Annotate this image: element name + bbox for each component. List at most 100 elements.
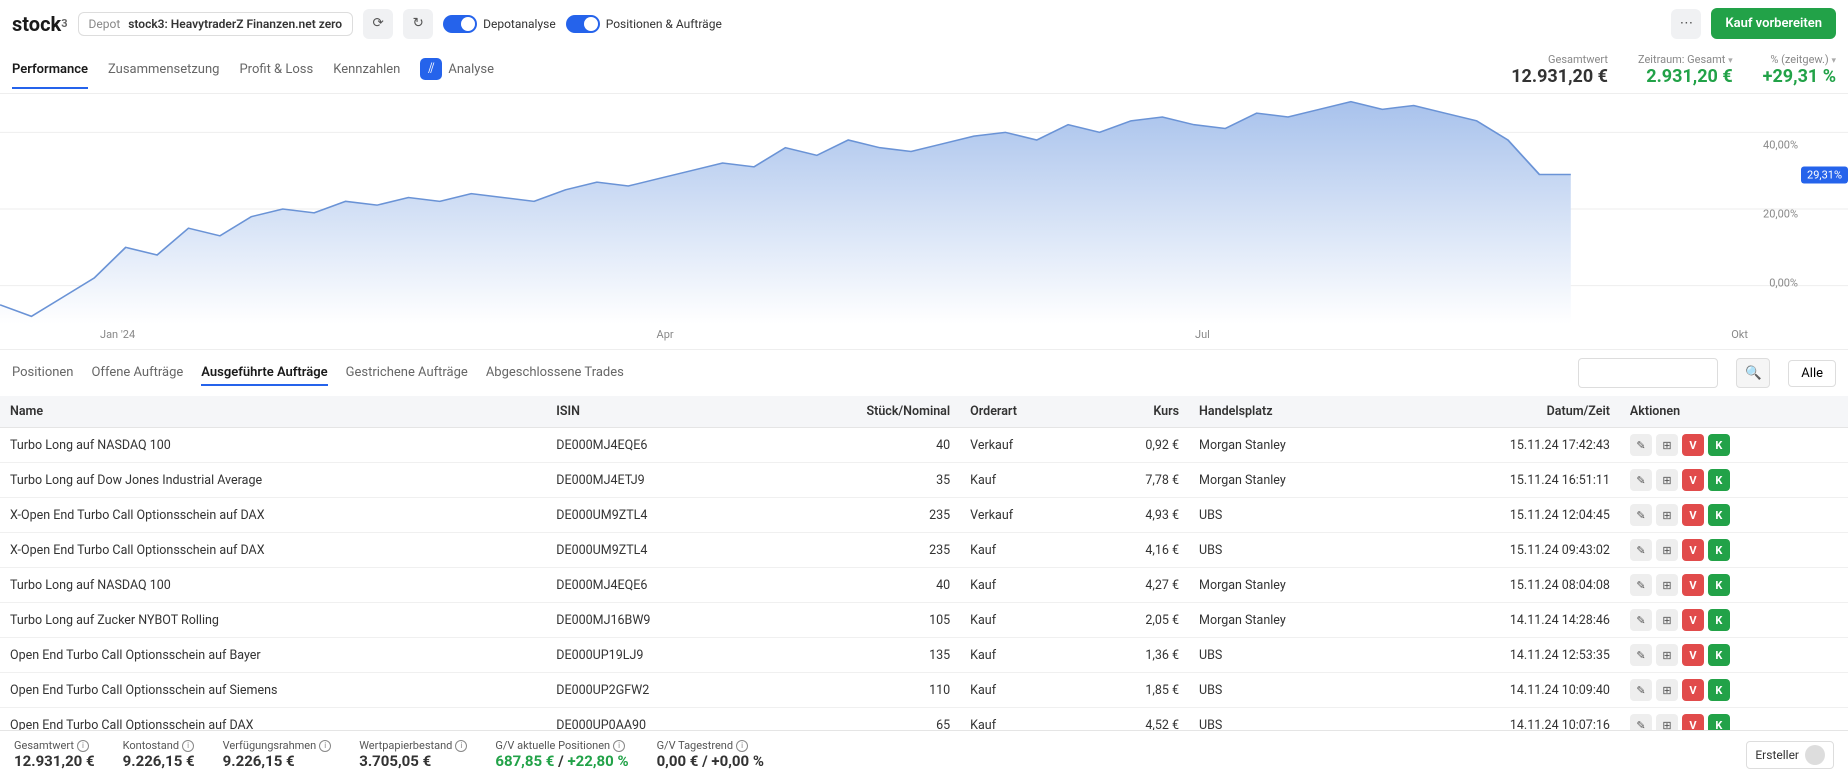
depot-selector[interactable]: Depot stock3: HeavytraderZ Finanzen.net … (78, 12, 354, 36)
subtab-positionen[interactable]: Positionen (12, 361, 73, 386)
cell-isin: DE000MJ4EQE6 (546, 568, 763, 603)
info-icon[interactable]: i (319, 740, 331, 752)
calc-button[interactable]: ⊞ (1656, 539, 1678, 561)
toggle-depotanalyse[interactable] (443, 15, 477, 33)
col-st-ck-nominal[interactable]: Stück/Nominal (763, 396, 960, 428)
footer-items: Gesamtwerti12.931,20 €Kontostandi9.226,1… (14, 739, 467, 770)
search-button[interactable]: 🔍 (1736, 358, 1770, 388)
table-row[interactable]: Open End Turbo Call Optionsschein auf DA… (0, 708, 1848, 731)
col-isin[interactable]: ISIN (546, 396, 763, 428)
edit-button[interactable]: ✎ (1630, 574, 1652, 596)
tab-analyse[interactable]: ⫽Analyse (420, 48, 494, 92)
logo[interactable]: stock3 (12, 12, 68, 36)
table-row[interactable]: Turbo Long auf Dow Jones Industrial Aver… (0, 463, 1848, 498)
col-datum-zeit[interactable]: Datum/Zeit (1392, 396, 1620, 428)
kauf-button[interactable]: K (1708, 434, 1730, 456)
performance-chart[interactable]: 40,00%20,00%0,00% 29,31% (0, 94, 1848, 324)
subtab-abgeschlossene-trades[interactable]: Abgeschlossene Trades (486, 361, 624, 386)
kauf-button[interactable]: K (1708, 504, 1730, 526)
alle-button[interactable]: Alle (1788, 360, 1836, 387)
toggle-positionen[interactable] (566, 15, 600, 33)
verkauf-button[interactable]: V (1682, 539, 1704, 561)
cell-qty: 40 (763, 428, 960, 463)
stat-gesamtwert-label: Gesamtwert (1511, 53, 1608, 66)
kauf-button[interactable]: K (1708, 609, 1730, 631)
table-row[interactable]: Turbo Long auf Zucker NYBOT RollingDE000… (0, 603, 1848, 638)
x-tick: Okt (1731, 328, 1748, 341)
tab-performance[interactable]: Performance (12, 52, 88, 89)
subtab-offene-auftr-ge[interactable]: Offene Aufträge (91, 361, 183, 386)
edit-button[interactable]: ✎ (1630, 644, 1652, 666)
kauf-button[interactable]: K (1708, 574, 1730, 596)
table-row[interactable]: Turbo Long auf NASDAQ 100DE000MJ4EQE640V… (0, 428, 1848, 463)
edit-button[interactable]: ✎ (1630, 434, 1652, 456)
verkauf-button[interactable]: V (1682, 434, 1704, 456)
table-row[interactable]: Open End Turbo Call Optionsschein auf Si… (0, 673, 1848, 708)
info-icon[interactable]: i (455, 740, 467, 752)
kauf-button[interactable]: K (1708, 539, 1730, 561)
col-orderart[interactable]: Orderart (960, 396, 1087, 428)
edit-button[interactable]: ✎ (1630, 679, 1652, 701)
info-icon[interactable]: i (736, 740, 748, 752)
calc-button[interactable]: ⊞ (1656, 609, 1678, 631)
verkauf-button[interactable]: V (1682, 469, 1704, 491)
search-input[interactable] (1578, 358, 1718, 388)
orders-table-wrap[interactable]: NameISINStück/NominalOrderartKursHandels… (0, 396, 1848, 730)
info-icon[interactable]: i (613, 740, 625, 752)
calc-button[interactable]: ⊞ (1656, 574, 1678, 596)
cell-isin: DE000UM9ZTL4 (546, 498, 763, 533)
kauf-button[interactable]: K (1708, 679, 1730, 701)
calc-button[interactable]: ⊞ (1656, 714, 1678, 730)
refresh-button[interactable]: ⟳ (363, 9, 393, 39)
cell-type: Kauf (960, 603, 1087, 638)
more-button[interactable]: ⋯ (1671, 9, 1701, 39)
table-row[interactable]: X-Open End Turbo Call Optionsschein auf … (0, 498, 1848, 533)
tab-zusammensetzung[interactable]: Zusammensetzung (108, 52, 219, 89)
stat-gesamtwert: Gesamtwert 12.931,20 € (1511, 53, 1608, 87)
verkauf-button[interactable]: V (1682, 679, 1704, 701)
kauf-button[interactable]: K (1708, 714, 1730, 730)
ersteller-badge[interactable]: Ersteller (1746, 741, 1834, 769)
verkauf-button[interactable]: V (1682, 609, 1704, 631)
verkauf-button[interactable]: V (1682, 644, 1704, 666)
edit-button[interactable]: ✎ (1630, 714, 1652, 730)
edit-button[interactable]: ✎ (1630, 609, 1652, 631)
table-row[interactable]: Open End Turbo Call Optionsschein auf Ba… (0, 638, 1848, 673)
kauf-button[interactable]: K (1708, 469, 1730, 491)
reload-button[interactable]: ↻ (403, 9, 433, 39)
col-aktionen[interactable]: Aktionen (1620, 396, 1848, 428)
footer-gv-tag-label: G/V Tagestrend (657, 739, 734, 752)
tab-kennzahlen[interactable]: Kennzahlen (333, 52, 400, 89)
subtab-gestrichene-auftr-ge[interactable]: Gestrichene Aufträge (346, 361, 468, 386)
table-row[interactable]: X-Open End Turbo Call Optionsschein auf … (0, 533, 1848, 568)
verkauf-button[interactable]: V (1682, 504, 1704, 526)
info-icon[interactable]: i (77, 740, 89, 752)
verkauf-button[interactable]: V (1682, 574, 1704, 596)
edit-button[interactable]: ✎ (1630, 469, 1652, 491)
info-icon[interactable]: i (182, 740, 194, 752)
stat-zeitraum-label[interactable]: Zeitraum: Gesamt ▾ (1638, 53, 1733, 66)
calc-button[interactable]: ⊞ (1656, 434, 1678, 456)
verkauf-button[interactable]: V (1682, 714, 1704, 730)
subtab-ausgef-hrte-auftr-ge[interactable]: Ausgeführte Aufträge (201, 361, 327, 386)
stat-pct-label[interactable]: % (zeitgew.) ▾ (1763, 53, 1836, 66)
edit-button[interactable]: ✎ (1630, 504, 1652, 526)
kauf-button[interactable]: K (1708, 644, 1730, 666)
logo-main: stock (12, 12, 61, 36)
calc-button[interactable]: ⊞ (1656, 679, 1678, 701)
col-name[interactable]: Name (0, 396, 546, 428)
col-kurs[interactable]: Kurs (1087, 396, 1189, 428)
col-handelsplatz[interactable]: Handelsplatz (1189, 396, 1392, 428)
table-row[interactable]: Turbo Long auf NASDAQ 100DE000MJ4EQE640K… (0, 568, 1848, 603)
cell-isin: DE000UP19LJ9 (546, 638, 763, 673)
kauf-vorbereiten-button[interactable]: Kauf vorbereiten (1711, 8, 1836, 39)
subtabs: Positionen Offene Aufträge Ausgeführte Auf… (12, 361, 624, 386)
calc-button[interactable]: ⊞ (1656, 644, 1678, 666)
tab-profit-loss[interactable]: Profit & Loss (239, 52, 313, 89)
calc-button[interactable]: ⊞ (1656, 504, 1678, 526)
table-header-row: NameISINStück/NominalOrderartKursHandels… (0, 396, 1848, 428)
refresh-icon: ⟳ (373, 16, 384, 31)
edit-button[interactable]: ✎ (1630, 539, 1652, 561)
calc-button[interactable]: ⊞ (1656, 469, 1678, 491)
ersteller-label: Ersteller (1755, 748, 1799, 762)
